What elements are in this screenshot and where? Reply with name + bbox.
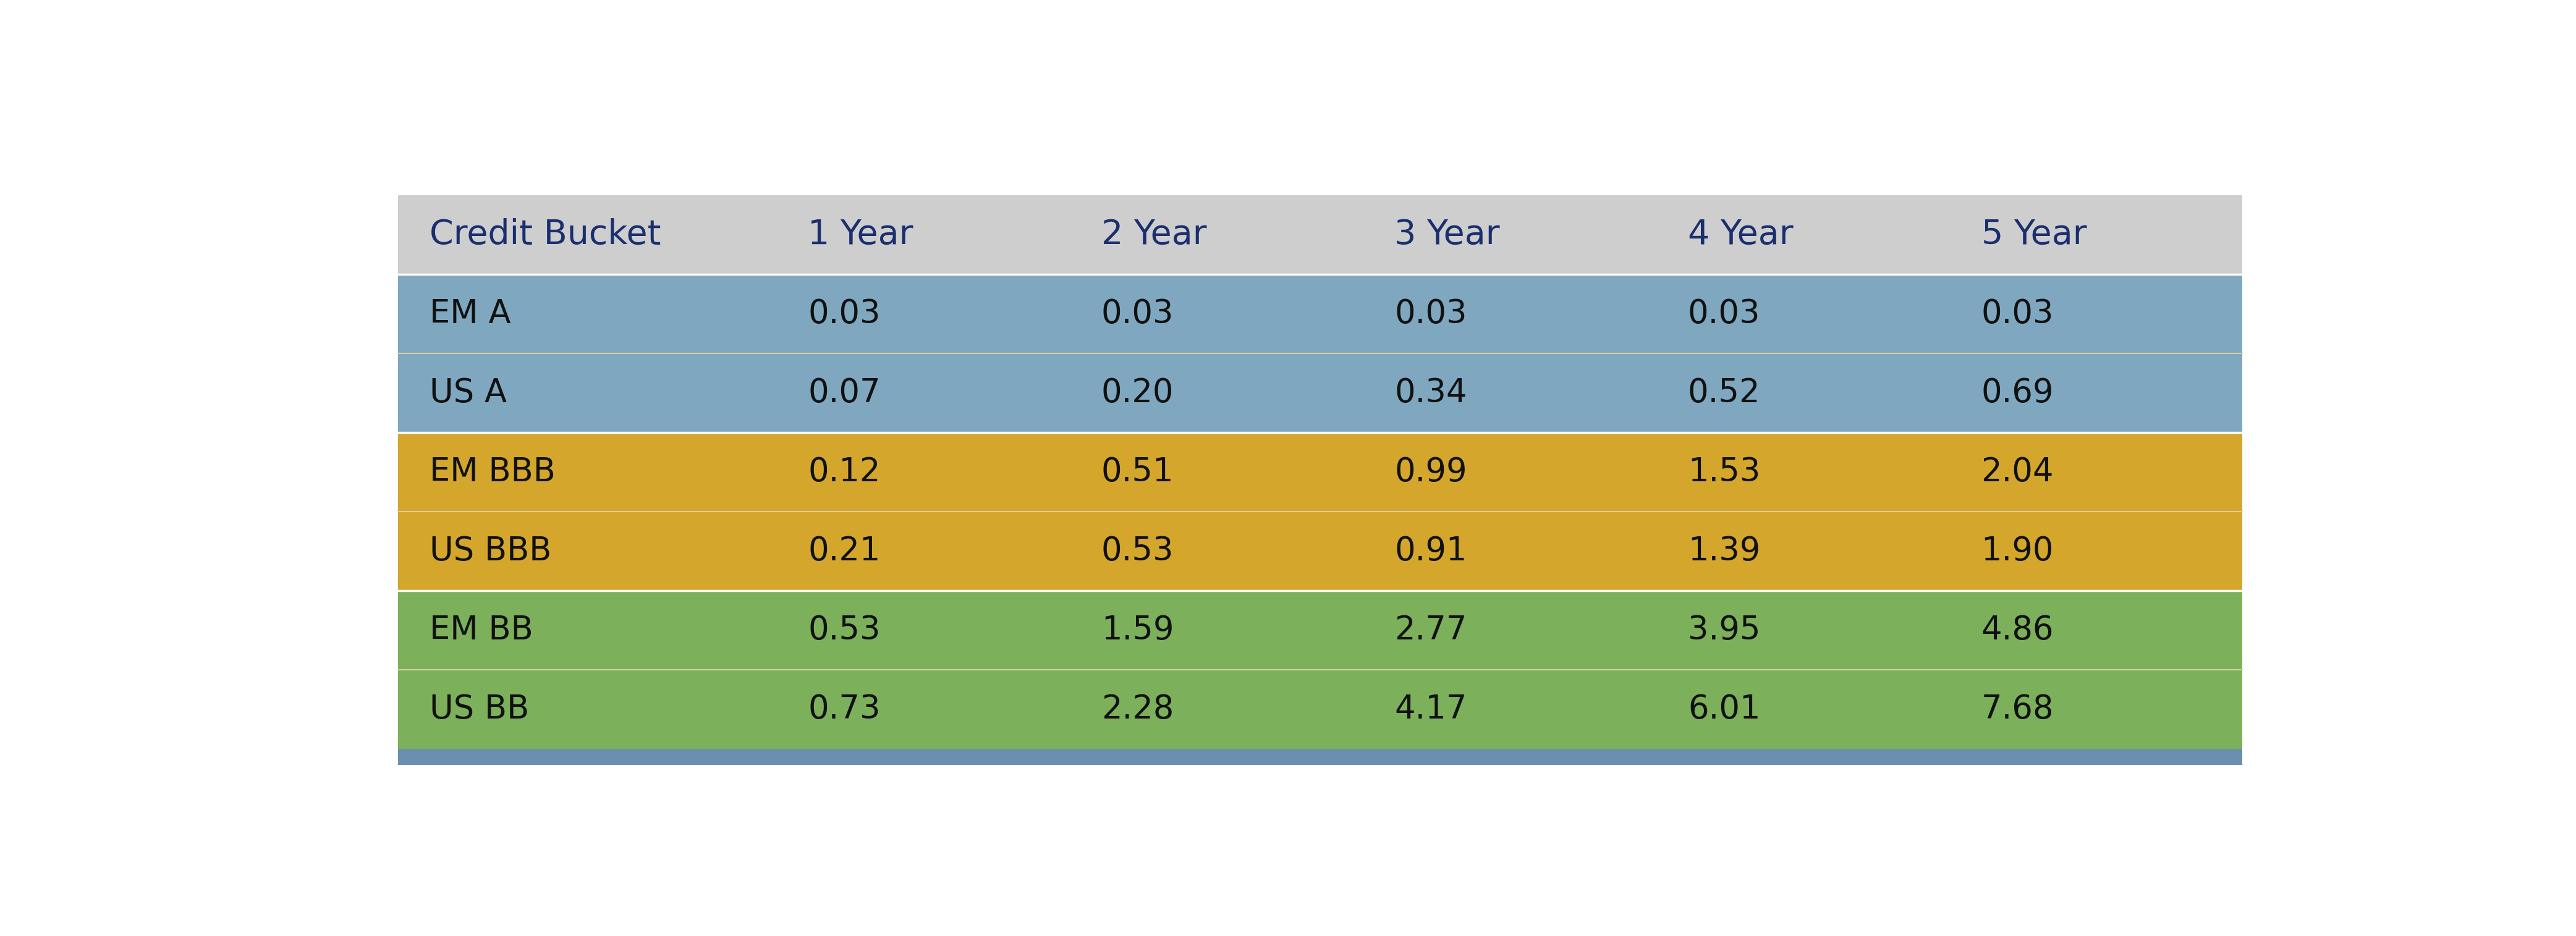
Text: US A: US A bbox=[430, 377, 507, 409]
Text: 0.53: 0.53 bbox=[809, 614, 881, 646]
Text: 3 Year: 3 Year bbox=[1394, 218, 1499, 252]
Text: 0.03: 0.03 bbox=[809, 298, 881, 329]
Text: EM BB: EM BB bbox=[430, 614, 533, 646]
FancyBboxPatch shape bbox=[1363, 669, 1656, 749]
FancyBboxPatch shape bbox=[397, 274, 775, 354]
FancyBboxPatch shape bbox=[1656, 274, 1950, 354]
FancyBboxPatch shape bbox=[1656, 354, 1950, 432]
FancyBboxPatch shape bbox=[1950, 511, 2244, 591]
Text: 0.12: 0.12 bbox=[809, 456, 881, 488]
Text: 1 Year: 1 Year bbox=[809, 218, 914, 252]
FancyBboxPatch shape bbox=[1069, 669, 1363, 749]
FancyBboxPatch shape bbox=[775, 432, 1069, 511]
FancyBboxPatch shape bbox=[1069, 354, 1363, 432]
Text: 0.91: 0.91 bbox=[1394, 535, 1468, 567]
Text: EM A: EM A bbox=[430, 298, 510, 329]
Text: 4.17: 4.17 bbox=[1394, 693, 1468, 725]
FancyBboxPatch shape bbox=[397, 354, 775, 432]
Text: 0.34: 0.34 bbox=[1394, 377, 1468, 409]
Text: 0.52: 0.52 bbox=[1687, 377, 1759, 409]
Text: 6.01: 6.01 bbox=[1687, 693, 1759, 725]
Text: 1.53: 1.53 bbox=[1687, 456, 1759, 488]
Text: US BBB: US BBB bbox=[430, 535, 551, 567]
FancyBboxPatch shape bbox=[1656, 669, 1950, 749]
Text: 2.28: 2.28 bbox=[1103, 693, 1175, 725]
Text: 1.39: 1.39 bbox=[1687, 535, 1759, 567]
FancyBboxPatch shape bbox=[1950, 196, 2244, 274]
FancyBboxPatch shape bbox=[1069, 511, 1363, 591]
FancyBboxPatch shape bbox=[1363, 274, 1656, 354]
Text: 0.53: 0.53 bbox=[1103, 535, 1175, 567]
FancyBboxPatch shape bbox=[775, 196, 1069, 274]
FancyBboxPatch shape bbox=[1363, 432, 1656, 511]
FancyBboxPatch shape bbox=[1950, 591, 2244, 669]
Text: 0.73: 0.73 bbox=[809, 693, 881, 725]
Text: 1.59: 1.59 bbox=[1103, 614, 1175, 646]
FancyBboxPatch shape bbox=[775, 354, 1069, 432]
Text: 5 Year: 5 Year bbox=[1981, 218, 2087, 252]
FancyBboxPatch shape bbox=[775, 669, 1069, 749]
FancyBboxPatch shape bbox=[1069, 274, 1363, 354]
FancyBboxPatch shape bbox=[1950, 669, 2244, 749]
FancyBboxPatch shape bbox=[1656, 432, 1950, 511]
FancyBboxPatch shape bbox=[1363, 591, 1656, 669]
Text: 0.03: 0.03 bbox=[1981, 298, 2053, 329]
Text: 7.68: 7.68 bbox=[1981, 693, 2053, 725]
FancyBboxPatch shape bbox=[1069, 432, 1363, 511]
Text: 2.04: 2.04 bbox=[1981, 456, 2053, 488]
FancyBboxPatch shape bbox=[397, 591, 775, 669]
Text: EM BBB: EM BBB bbox=[430, 456, 556, 488]
FancyBboxPatch shape bbox=[775, 274, 1069, 354]
FancyBboxPatch shape bbox=[1656, 511, 1950, 591]
FancyBboxPatch shape bbox=[1656, 591, 1950, 669]
Text: 0.03: 0.03 bbox=[1103, 298, 1175, 329]
FancyBboxPatch shape bbox=[1950, 274, 2244, 354]
Text: 2 Year: 2 Year bbox=[1103, 218, 1206, 252]
FancyBboxPatch shape bbox=[1069, 196, 1363, 274]
Text: 3.95: 3.95 bbox=[1687, 614, 1759, 646]
Text: 0.21: 0.21 bbox=[809, 535, 881, 567]
FancyBboxPatch shape bbox=[1363, 196, 1656, 274]
Text: 0.03: 0.03 bbox=[1394, 298, 1468, 329]
Text: 0.51: 0.51 bbox=[1103, 456, 1175, 488]
Text: 4 Year: 4 Year bbox=[1687, 218, 1793, 252]
Text: 1.90: 1.90 bbox=[1981, 535, 2053, 567]
FancyBboxPatch shape bbox=[1950, 354, 2244, 432]
Text: US BB: US BB bbox=[430, 693, 531, 725]
Text: 2.77: 2.77 bbox=[1394, 614, 1468, 646]
Text: 0.07: 0.07 bbox=[809, 377, 881, 409]
Text: 0.99: 0.99 bbox=[1394, 456, 1468, 488]
Text: 0.03: 0.03 bbox=[1687, 298, 1759, 329]
FancyBboxPatch shape bbox=[775, 511, 1069, 591]
FancyBboxPatch shape bbox=[1950, 432, 2244, 511]
FancyBboxPatch shape bbox=[1363, 511, 1656, 591]
Text: 4.86: 4.86 bbox=[1981, 614, 2053, 646]
FancyBboxPatch shape bbox=[1363, 354, 1656, 432]
FancyBboxPatch shape bbox=[1656, 196, 1950, 274]
Text: Credit Bucket: Credit Bucket bbox=[430, 218, 662, 252]
FancyBboxPatch shape bbox=[397, 749, 2244, 765]
Text: 0.69: 0.69 bbox=[1981, 377, 2053, 409]
FancyBboxPatch shape bbox=[1069, 591, 1363, 669]
FancyBboxPatch shape bbox=[775, 591, 1069, 669]
Text: 0.20: 0.20 bbox=[1103, 377, 1175, 409]
FancyBboxPatch shape bbox=[397, 196, 775, 274]
FancyBboxPatch shape bbox=[397, 432, 775, 511]
FancyBboxPatch shape bbox=[397, 669, 775, 749]
FancyBboxPatch shape bbox=[397, 511, 775, 591]
